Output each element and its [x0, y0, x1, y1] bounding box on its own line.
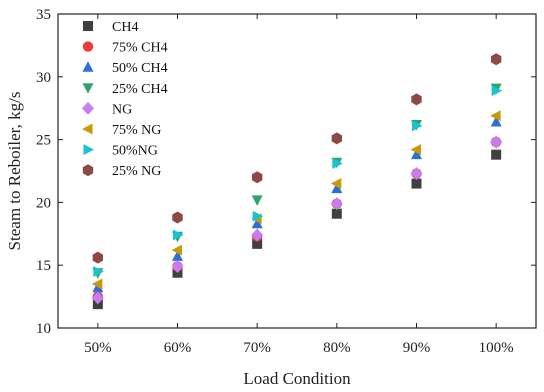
data-point-50pctng: [412, 120, 423, 132]
data-point-ng: [330, 197, 343, 211]
data-point-50pctng: [93, 265, 104, 277]
data-point-50pct-ch4: [172, 250, 183, 261]
plot-frame: [57, 13, 537, 329]
y-axis: 10 15 20 25 30 35: [36, 7, 536, 337]
data-point-ng: [490, 135, 503, 149]
plot-border: [57, 13, 537, 329]
legend-label: 75% NG: [112, 123, 161, 138]
data-points: [91, 53, 503, 310]
data-point-50pctng: [491, 85, 503, 97]
data-point-ch4: [331, 208, 342, 219]
data-point-ch4: [252, 238, 263, 249]
data-point-25pct-ng: [331, 132, 343, 145]
data-point-75pct-ng: [410, 144, 421, 156]
y-axis-title: Steam to Reboiler, kg/s: [5, 92, 24, 251]
x-axis-title: Load Condition: [243, 369, 351, 388]
data-point-ng: [171, 259, 184, 273]
y-tick-label: 20: [36, 195, 51, 211]
data-point-50pct-ch4: [490, 116, 502, 127]
legend-label: NG: [112, 102, 132, 117]
data-point-50pctng: [332, 157, 343, 169]
y-tick-label: 25: [36, 133, 51, 149]
data-point-50pctng: [252, 210, 264, 222]
data-point-ng: [251, 228, 264, 242]
legend-marker-ch4: [83, 21, 93, 31]
legend-marker-75pct-ng: [82, 123, 93, 135]
data-point-50pct-ch4: [331, 182, 343, 194]
y-tick-label: 15: [36, 258, 51, 274]
legend-label: 75% CH4: [112, 41, 168, 56]
legend-marker-25pct-ng: [82, 164, 94, 177]
data-point-75pct-ng: [91, 278, 103, 290]
legend-label: 50%NG: [112, 144, 158, 159]
legend-marker-75pct-ch4: [82, 41, 94, 52]
data-point-25pct-ng: [172, 211, 183, 224]
data-point-ch4: [411, 178, 422, 189]
data-point-ng: [91, 291, 104, 305]
legend-marker-50pctng: [83, 144, 94, 156]
data-point-25pct-ch4: [251, 195, 263, 206]
data-point-75pct-ng: [490, 110, 501, 122]
data-point-25pct-ng: [411, 93, 422, 106]
x-tick-label: 90%: [403, 340, 431, 356]
data-point-50pctng: [173, 229, 184, 241]
legend-marker-50pct-ch4: [82, 61, 94, 72]
y-tick-label: 35: [36, 7, 51, 23]
legend-marker-ng: [82, 101, 94, 115]
data-point-25pct-ng: [92, 251, 104, 264]
x-tick-label: 80%: [323, 340, 351, 356]
data-point-ch4: [491, 149, 502, 160]
x-tick-label: 100%: [479, 340, 514, 356]
legend-label: CH4: [112, 20, 138, 35]
y-tick-label: 10: [36, 321, 51, 337]
x-axis: 50% 60% 70% 80% 90% 100%: [84, 14, 514, 356]
data-point-75pct-ng: [171, 244, 182, 256]
data-point-50pct-ch4: [251, 217, 263, 229]
legend-label: 50% CH4: [112, 61, 168, 76]
data-point-75pct-ng: [330, 178, 342, 190]
x-tick-label: 70%: [243, 340, 271, 356]
x-tick-label: 50%: [84, 340, 112, 356]
legend: CH4 75% CH4 50% CH4 25% CH4 NG 75% NG 50%NG 25%…: [82, 20, 168, 179]
legend-label: 25% NG: [112, 164, 161, 179]
data-point-ng: [410, 167, 423, 181]
data-point-25pct-ng: [490, 53, 502, 66]
data-point-50pct-ch4: [411, 148, 422, 160]
y-tick-label: 30: [36, 70, 51, 86]
data-point-25pct-ng: [251, 171, 263, 184]
legend-label: 25% CH4: [112, 82, 168, 97]
x-tick-label: 60%: [164, 340, 192, 356]
legend-marker-25pct-ch4: [82, 83, 94, 94]
